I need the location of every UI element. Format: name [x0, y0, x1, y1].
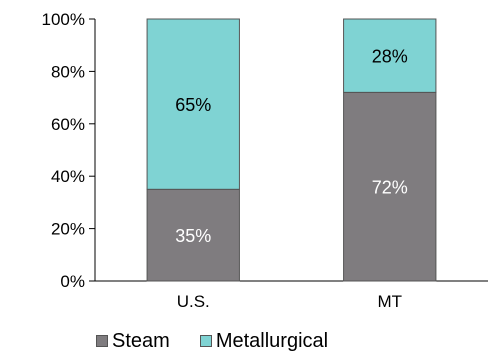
- x-category-label: MT: [377, 292, 402, 311]
- data-label: 28%: [372, 47, 408, 67]
- data-label: 72%: [372, 178, 408, 198]
- y-tick-label: 40%: [51, 167, 85, 186]
- bar-metallurgical-1: [343, 18, 437, 93]
- y-tick-label: 0%: [60, 272, 85, 291]
- data-label: 35%: [175, 226, 211, 246]
- x-category-label: U.S.: [177, 292, 210, 311]
- bar-steam-1: [343, 91, 437, 282]
- legend-swatch: [96, 335, 108, 347]
- legend-label: Steam: [112, 329, 170, 352]
- data-label: 65%: [175, 95, 211, 115]
- legend-swatch: [199, 335, 212, 347]
- chart-bars: [146, 18, 437, 282]
- legend-item-metallurgical: Metallurgical: [199, 329, 329, 353]
- y-tick-label: 20%: [51, 220, 85, 239]
- y-tick-label: 100%: [42, 10, 85, 29]
- bar-metallurgical-0: [146, 18, 240, 190]
- legend-label: Metallurgical: [215, 329, 329, 352]
- chart-labels: 35% 65% 72% 28%: [175, 47, 408, 246]
- chart-legend: Steam Metallurgical: [96, 328, 358, 354]
- chart-axes: 0% 20% 40% 60% 80% 100% U.S. MT: [42, 10, 488, 311]
- legend-item-steam: Steam: [96, 330, 170, 353]
- y-tick-label: 60%: [51, 115, 85, 134]
- bar-steam-0: [146, 188, 240, 282]
- y-tick-label: 80%: [51, 62, 85, 81]
